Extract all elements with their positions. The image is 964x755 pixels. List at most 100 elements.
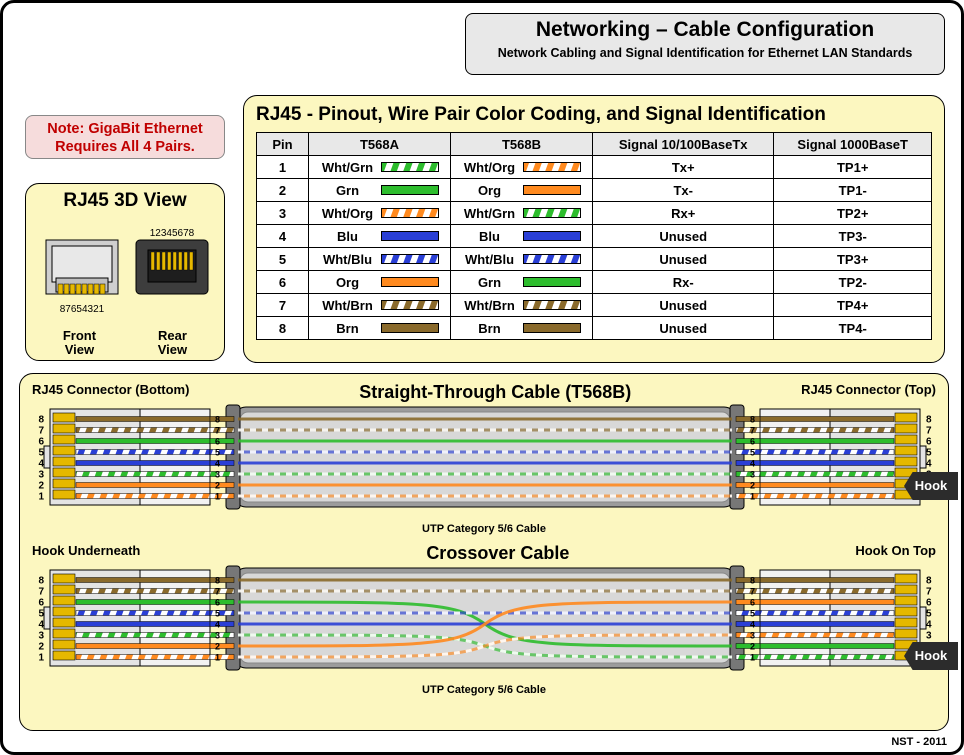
svg-text:8: 8 <box>38 415 44 426</box>
page: Networking – Cable Configuration Network… <box>0 0 964 755</box>
left-conn-label: RJ45 Connector (Bottom) <box>32 382 189 403</box>
t568b-cell: Wht/Blu <box>451 248 593 271</box>
svg-text:3: 3 <box>215 631 220 641</box>
pinout-col-header: Pin <box>257 133 309 156</box>
hook-under-label: Hook Underneath <box>32 543 140 564</box>
svg-text:6: 6 <box>38 598 44 609</box>
svg-text:3: 3 <box>38 631 44 642</box>
pinout-row: 2GrnOrgTx-TP1- <box>257 179 932 202</box>
pin-number: 8 <box>257 317 309 340</box>
utp-label-1: UTP Category 5/6 Cable <box>32 523 936 535</box>
svg-text:4: 4 <box>926 620 932 631</box>
svg-text:2: 2 <box>215 481 220 491</box>
svg-text:5: 5 <box>38 448 44 459</box>
page-title: Networking – Cable Configuration <box>472 18 938 42</box>
pin-number: 7 <box>257 294 309 317</box>
pin-number: 3 <box>257 202 309 225</box>
right-conn-label: RJ45 Connector (Top) <box>801 382 936 403</box>
t568b-cell: Wht/Org <box>451 156 593 179</box>
straight-cable-diagram: 87654321876543218765432187654321 <box>32 403 936 523</box>
svg-text:2: 2 <box>215 642 220 652</box>
t568a-cell: Wht/Brn <box>309 294 451 317</box>
pin-number: 4 <box>257 225 309 248</box>
svg-text:7: 7 <box>38 426 44 437</box>
svg-text:4: 4 <box>215 620 220 630</box>
svg-text:8: 8 <box>926 415 932 426</box>
utp-label-2: UTP Category 5/6 Cable <box>32 684 936 696</box>
page-subtitle: Network Cabling and Signal Identificatio… <box>472 46 938 60</box>
t568b-cell: Brn <box>451 317 593 340</box>
rj45-3d-panel: RJ45 3D View 87654321 12345678 FrontView… <box>25 183 225 361</box>
t568a-cell: Org <box>309 271 451 294</box>
pinout-table: PinT568AT568BSignal 10/100BaseTxSignal 1… <box>256 132 932 340</box>
svg-text:6: 6 <box>750 598 755 608</box>
rj45-3d-title: RJ45 3D View <box>32 190 218 212</box>
svg-text:5: 5 <box>750 448 755 458</box>
gigabit-note: Note: GigaBit Ethernet Requires All 4 Pa… <box>25 115 225 159</box>
note-line2: Requires All 4 Pairs. <box>32 138 218 156</box>
t568b-cell: Grn <box>451 271 593 294</box>
cable-panel: RJ45 Connector (Bottom) Straight-Through… <box>19 373 949 731</box>
pinout-row: 5Wht/Blu Wht/Blu UnusedTP3+ <box>257 248 932 271</box>
svg-text:1: 1 <box>38 492 44 503</box>
sig100-cell: Unused <box>593 294 774 317</box>
t568a-cell: Wht/Org <box>309 202 451 225</box>
svg-text:7: 7 <box>750 426 755 436</box>
crossover-title: Crossover Cable <box>426 543 569 564</box>
sig1000-cell: TP2+ <box>774 202 932 225</box>
note-line1: Note: GigaBit Ethernet <box>32 120 218 138</box>
svg-text:3: 3 <box>750 631 755 641</box>
t568b-cell: Blu <box>451 225 593 248</box>
svg-text:8: 8 <box>38 576 44 587</box>
hook-badge-1: Hook <box>904 472 958 500</box>
svg-text:8: 8 <box>750 415 755 425</box>
pinout-title: RJ45 - Pinout, Wire Pair Color Coding, a… <box>256 104 932 126</box>
svg-text:2: 2 <box>750 642 755 652</box>
svg-text:2: 2 <box>38 481 44 492</box>
svg-text:1: 1 <box>215 492 220 502</box>
svg-text:8: 8 <box>750 576 755 586</box>
svg-text:3: 3 <box>750 470 755 480</box>
svg-text:5: 5 <box>926 448 932 459</box>
svg-text:12345678: 12345678 <box>150 228 195 239</box>
sig100-cell: Unused <box>593 248 774 271</box>
pinout-col-header: Signal 10/100BaseTx <box>593 133 774 156</box>
sig1000-cell: TP2- <box>774 271 932 294</box>
svg-text:6: 6 <box>38 437 44 448</box>
svg-text:1: 1 <box>38 653 44 664</box>
t568b-cell: Wht/Brn <box>451 294 593 317</box>
svg-text:4: 4 <box>215 459 220 469</box>
footer-credit: NST - 2011 <box>891 736 947 748</box>
svg-text:6: 6 <box>750 437 755 447</box>
t568b-cell: Wht/Grn <box>451 202 593 225</box>
t568a-cell: Grn <box>309 179 451 202</box>
svg-text:3: 3 <box>926 631 932 642</box>
pinout-col-header: Signal 1000BaseT <box>774 133 932 156</box>
svg-text:4: 4 <box>38 459 44 470</box>
t568a-cell: Wht/Blu <box>309 248 451 271</box>
svg-text:5: 5 <box>38 609 44 620</box>
svg-text:1: 1 <box>750 492 755 502</box>
svg-text:5: 5 <box>750 609 755 619</box>
svg-text:7: 7 <box>926 587 932 598</box>
sig100-cell: Rx+ <box>593 202 774 225</box>
svg-text:6: 6 <box>215 598 220 608</box>
svg-text:4: 4 <box>750 459 755 469</box>
svg-text:5: 5 <box>215 609 220 619</box>
sig1000-cell: TP3+ <box>774 248 932 271</box>
hook-top-label: Hook On Top <box>855 543 936 564</box>
pinout-row: 6OrgGrnRx-TP2- <box>257 271 932 294</box>
sig1000-cell: TP4+ <box>774 294 932 317</box>
sig100-cell: Rx- <box>593 271 774 294</box>
pinout-col-header: T568A <box>309 133 451 156</box>
svg-text:7: 7 <box>215 587 220 597</box>
svg-text:3: 3 <box>38 470 44 481</box>
svg-text:6: 6 <box>215 437 220 447</box>
sig100-cell: Unused <box>593 225 774 248</box>
svg-text:7: 7 <box>215 426 220 436</box>
svg-text:7: 7 <box>38 587 44 598</box>
pinout-col-header: T568B <box>451 133 593 156</box>
straight-title: Straight-Through Cable (T568B) <box>359 382 631 403</box>
pin-number: 5 <box>257 248 309 271</box>
t568a-cell: Blu <box>309 225 451 248</box>
